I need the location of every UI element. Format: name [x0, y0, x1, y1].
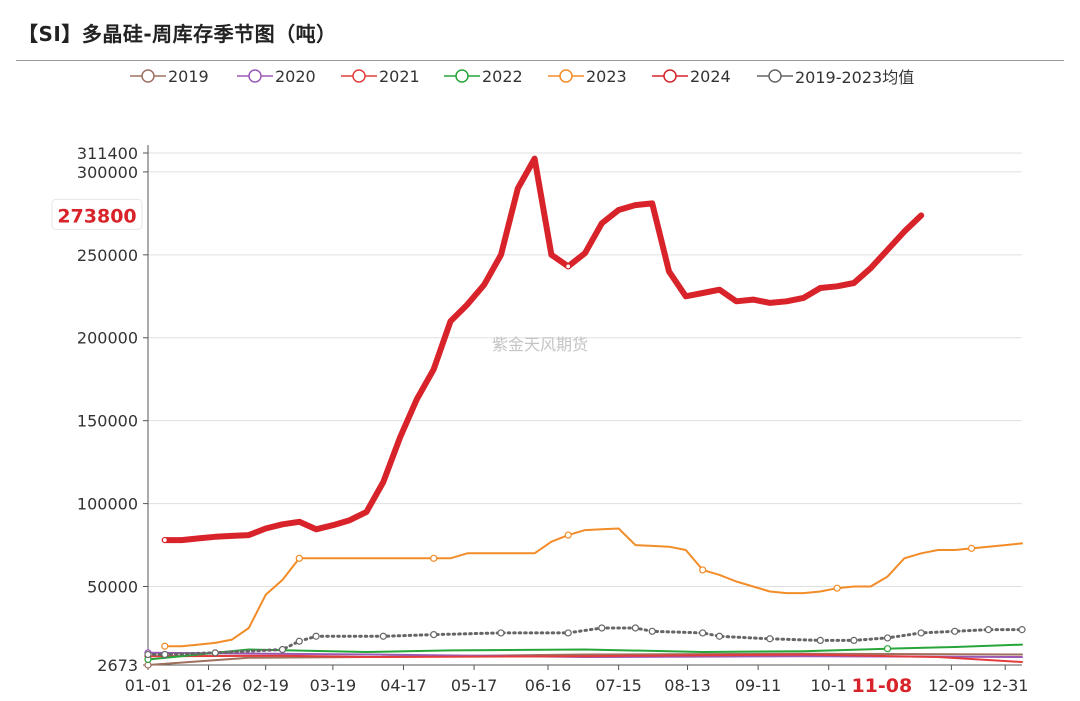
legend-label: 2019-2023均值: [795, 68, 915, 87]
data-point: [295, 637, 303, 645]
legend-label: 2020: [275, 66, 316, 86]
legend-line-icon: [757, 69, 793, 83]
data-point: [379, 632, 387, 640]
x-tick-label: 12-31: [982, 676, 1029, 695]
page-title: 【SI】多晶硅-周库存季节图（吨）: [18, 22, 337, 46]
data-point: [715, 632, 724, 640]
y-tick-label: 300000: [77, 163, 138, 182]
x-highlight-label: 11-08: [851, 675, 912, 697]
data-point: [951, 627, 959, 635]
x-tick-label: 01-01: [125, 676, 172, 695]
title-divider: [16, 60, 1064, 61]
y-highlight-label: 273800: [57, 205, 136, 227]
data-point: [984, 626, 992, 634]
legend-label: 2019: [168, 66, 209, 86]
legend-item-2020[interactable]: 2020: [237, 66, 316, 86]
x-tick-label: 10-1: [811, 676, 847, 695]
data-point: [699, 566, 707, 574]
data-point: [967, 544, 976, 552]
x-tick-label: 06-16: [525, 676, 572, 695]
data-point: [161, 642, 169, 650]
x-tick-label: 02-19: [242, 676, 289, 695]
y-tick-label: 311400: [77, 144, 138, 163]
data-point: [564, 531, 572, 539]
legend-line-icon: [652, 69, 688, 83]
x-tick-label: 04-17: [380, 676, 427, 695]
legend-line-icon: [237, 69, 273, 83]
x-tick-label: 08-13: [664, 676, 711, 695]
data-point: [565, 263, 572, 270]
data-point: [430, 631, 438, 639]
legend-label: 2022: [482, 66, 523, 86]
data-point: [648, 627, 656, 635]
data-point: [883, 634, 892, 642]
data-point: [564, 629, 572, 637]
data-point: [631, 624, 640, 632]
x-tick-label: 12-09: [928, 676, 975, 695]
x-tick-label: 07-15: [595, 676, 642, 695]
data-point: [161, 650, 169, 659]
legend-label: 2021: [379, 66, 420, 86]
series-line-2023: [163, 527, 1023, 648]
watermark: 紫金天风期货: [492, 335, 588, 354]
x-tick-label: 01-26: [185, 676, 232, 695]
y-tick-label: 50000: [87, 578, 138, 597]
series-line-2021: [147, 653, 1023, 663]
y-tick-label: 150000: [77, 412, 138, 431]
data-point: [833, 584, 841, 592]
legend-item-2024[interactable]: 2024: [652, 66, 731, 86]
data-point: [850, 636, 858, 645]
legend-line-icon: [444, 69, 480, 83]
legend-item-2021[interactable]: 2021: [341, 66, 420, 86]
y-tick-label: 2673: [97, 656, 138, 675]
legend-label: 2023: [586, 66, 627, 86]
y-tick-label: 100000: [77, 495, 138, 514]
y-tick-label: 250000: [77, 246, 138, 265]
data-point: [766, 635, 774, 643]
legend-item-2019-2023均值[interactable]: 2019-2023均值: [757, 66, 915, 87]
x-tick-label: 03-19: [310, 676, 357, 695]
y-tick-label: 200000: [77, 329, 138, 348]
legend-item-2022[interactable]: 2022: [444, 66, 523, 86]
data-point: [816, 636, 824, 645]
data-point: [295, 554, 303, 562]
legend-label: 2024: [690, 66, 731, 86]
legend-line-icon: [130, 69, 166, 83]
data-point: [430, 554, 438, 562]
legend-item-2019[interactable]: 2019: [130, 66, 209, 86]
data-point: [211, 649, 219, 657]
data-point: [312, 632, 320, 640]
data-point: [497, 629, 505, 637]
legend-line-icon: [341, 69, 377, 83]
data-point: [161, 536, 168, 544]
y-highlight-badge: [51, 198, 143, 230]
x-tick-label: 09-11: [735, 676, 782, 695]
data-point: [883, 645, 892, 653]
data-point: [598, 624, 606, 632]
x-tick-label: 05-17: [451, 676, 498, 695]
data-point: [1018, 626, 1026, 634]
data-point: [917, 629, 925, 637]
data-point: [144, 650, 152, 659]
legend-line-icon: [548, 69, 584, 83]
series-line-2024: [161, 155, 925, 544]
data-point: [278, 645, 287, 654]
data-point: [699, 629, 707, 637]
legend-item-2023[interactable]: 2023: [548, 66, 627, 86]
legend: 2019 2020 2021 2022 2023 2024 2019-2023均值: [0, 62, 1080, 90]
